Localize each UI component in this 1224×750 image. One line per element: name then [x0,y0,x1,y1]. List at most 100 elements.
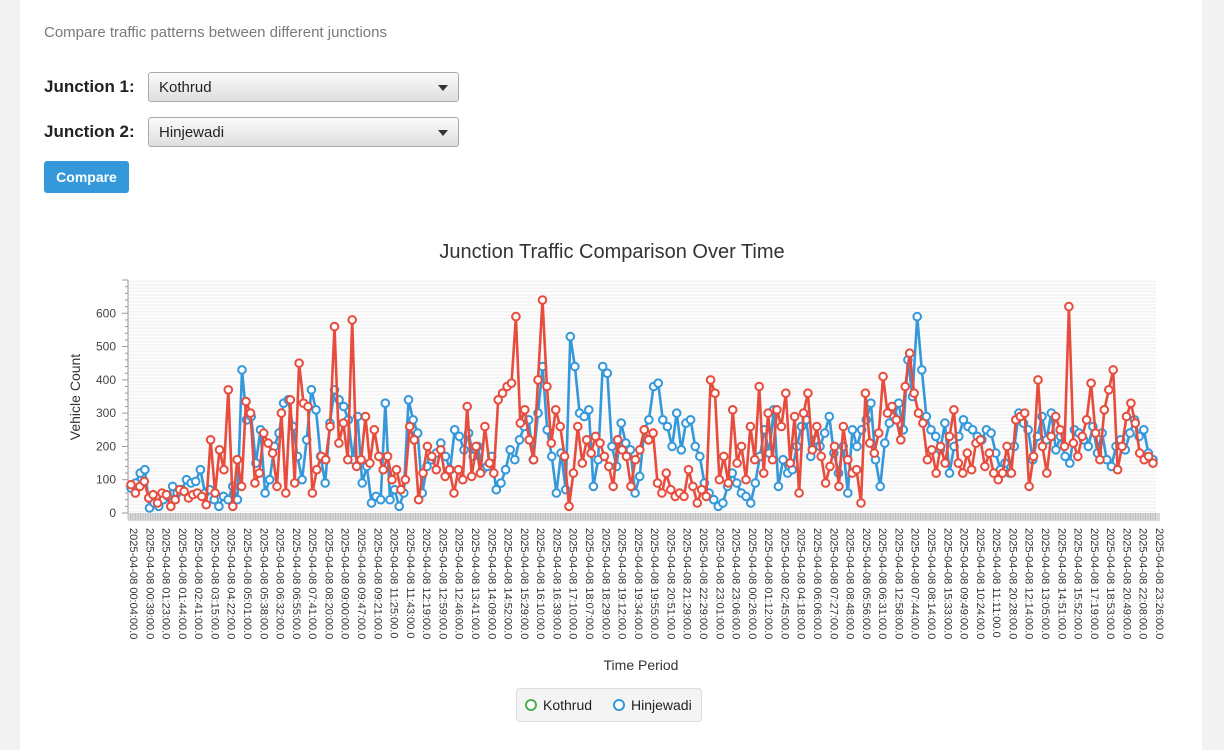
y-tick-label: 600 [96,306,116,320]
data-point-kothrud [789,411,800,422]
data-point-kothrud [1037,441,1048,452]
data-point-kothrud [219,464,229,475]
data-point-kothrud [758,468,769,478]
x-tick-label: 2025-04-08 04:18:00.0 [795,528,807,639]
data-point-kothrud [608,481,619,492]
data-point-kothrud [320,454,331,465]
data-point-hinjewadi [547,451,557,462]
x-axis-tick-band [128,513,1160,521]
x-tick-label: 2025-04-08 18:07:00.0 [583,528,595,639]
data-point-kothrud [1126,398,1136,409]
x-tick-label: 2025-04-08 07:41:00.0 [306,528,318,639]
data-point-hinjewadi [584,405,594,415]
data-point-kothrud [378,464,389,475]
data-point-hinjewadi [260,488,270,498]
data-point-hinjewadi [505,445,516,455]
data-point-kothrud [1130,418,1141,428]
data-point-kothrud [564,501,574,512]
data-point-kothrud [1077,431,1087,442]
x-tick-label: 2025-04-08 12:14:00.0 [1023,528,1035,639]
junction2-label: Junction 2: [44,122,135,141]
x-tick-label: 2025-04-08 06:32:00.0 [274,528,286,639]
data-point-hinjewadi [958,415,969,425]
data-point-kothrud [391,464,402,475]
x-tick-label: 2025-04-08 23:26:00.0 [1153,528,1165,639]
data-point-kothrud [139,476,150,487]
x-tick-label: 2025-04-08 13:41:00.0 [469,528,481,639]
data-point-kothrud [891,415,902,425]
junction2-select[interactable]: Hinjewadi [148,117,459,147]
data-point-kothrud [369,425,380,435]
data-point-kothrud [356,454,366,465]
data-point-kothrud [506,378,517,389]
y-tick-label: 500 [96,340,116,354]
data-point-hinjewadi [140,464,150,475]
data-point-hinjewadi [708,494,719,505]
data-point-hinjewadi [1065,458,1075,468]
data-point-kothrud [931,468,942,478]
data-point-hinjewadi [496,478,506,488]
data-point-kothrud [166,501,176,512]
data-point-kothrud [935,441,946,452]
data-point-kothrud [980,461,990,472]
data-point-kothrud [1046,431,1056,442]
legend-item-hinjewadi[interactable]: Hinjewadi [613,697,692,713]
data-point-hinjewadi [930,431,941,442]
data-point-kothrud [599,451,610,462]
x-tick-label: 2025-04-08 06:06:00.0 [811,528,823,639]
x-tick-label: 2025-04-08 20:51:00.0 [664,528,676,639]
data-point-kothrud [559,451,570,462]
data-point-kothrud [688,481,698,492]
data-point-kothrud [878,371,888,382]
data-point-kothrud [1002,441,1012,452]
junction1-select[interactable]: Kothrud [148,72,459,102]
data-point-kothrud [604,461,614,472]
data-point-hinjewadi [880,438,890,448]
data-point-kothrud [621,451,632,462]
data-point-kothrud [643,435,654,445]
data-point-kothrud [250,478,260,488]
data-point-kothrud [201,499,211,510]
data-point-kothrud [851,464,862,475]
compare-button[interactable]: Compare [44,161,129,193]
data-point-kothrud [511,311,521,322]
data-point-kothrud [949,405,959,415]
x-tick-label: 2025-04-08 23:06:00.0 [730,528,742,639]
data-point-hinjewadi [1125,428,1135,438]
data-point-kothrud [573,421,583,432]
data-point-kothrud [1059,441,1070,452]
data-point-kothrud [785,458,796,468]
y-tick-label: 0 [109,506,116,520]
data-point-kothrud [918,418,928,428]
data-point-kothrud [825,461,835,472]
legend-item-kothrud[interactable]: Kothrud [525,697,592,713]
data-point-kothrud [666,484,676,495]
x-tick-label: 2025-04-08 22:08:00.0 [1137,528,1149,639]
data-point-kothrud [520,405,530,415]
data-point-kothrud [816,451,827,462]
data-point-kothrud [595,438,605,448]
data-point-kothrud [732,458,742,468]
data-point-kothrud [537,295,548,305]
x-tick-label: 2025-04-08 03:15:00.0 [208,528,220,639]
data-point-kothrud [214,445,225,455]
data-point-kothrud [396,484,406,495]
data-point-kothrud [453,464,464,475]
data-point-kothrud [232,454,242,465]
data-point-hinjewadi [214,501,224,512]
data-point-kothrud [263,438,274,448]
data-point-kothrud [997,468,1008,478]
x-tick-label: 2025-04-08 11:25:00.0 [388,528,400,639]
data-point-kothrud [475,468,486,478]
data-point-kothrud [471,441,481,452]
data-point-kothrud [869,448,880,458]
y-tick-label: 200 [96,439,116,453]
data-point-kothrud [1019,408,1030,418]
data-point-kothrud [374,451,384,462]
data-point-kothrud [515,418,526,428]
data-point-hinjewadi [630,488,640,498]
data-point-kothrud [590,431,601,442]
x-tick-label: 2025-04-08 09:47:00.0 [355,528,367,639]
data-point-hinjewadi [634,471,645,482]
data-point-kothrud [179,486,189,497]
